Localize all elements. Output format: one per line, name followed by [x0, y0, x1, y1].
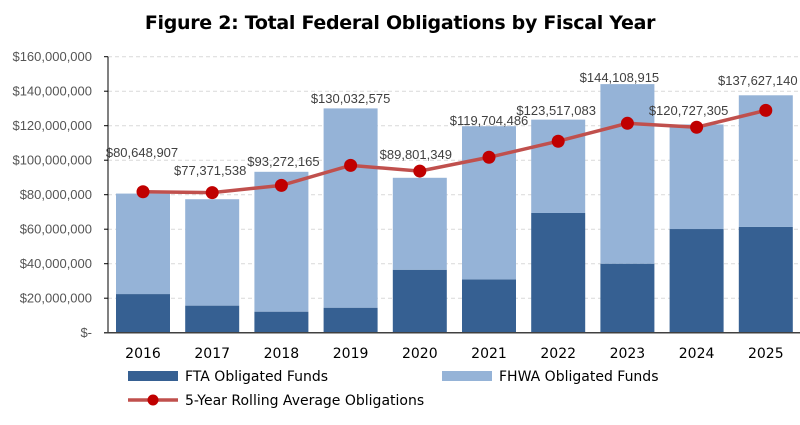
legend-swatch-fta [128, 371, 178, 381]
rolling-average-point [551, 134, 565, 148]
total-label: $123,517,083 [516, 103, 596, 118]
x-tick-label: 2022 [540, 346, 576, 362]
y-tick-label: $100,000,000 [12, 153, 92, 168]
x-tick-label: 2019 [333, 346, 369, 362]
bar-fta [392, 269, 447, 333]
total-label: $130,032,575 [311, 91, 391, 106]
y-tick-label: $40,000,000 [20, 256, 92, 271]
rolling-average-point [759, 103, 773, 117]
total-label: $89,801,349 [380, 147, 452, 162]
total-label: $93,272,165 [247, 154, 319, 169]
y-tick-label: $80,000,000 [20, 187, 92, 202]
y-tick-label: $20,000,000 [20, 291, 92, 306]
total-label: $80,648,907 [106, 145, 178, 160]
legend-label-rolling: 5-Year Rolling Average Obligations [185, 393, 424, 409]
bar-fhwa [392, 177, 447, 270]
x-tick-label: 2016 [125, 346, 161, 362]
x-tick-label: 2021 [471, 346, 507, 362]
bar-fhwa [462, 126, 516, 280]
bar-fhwa [323, 108, 378, 308]
rolling-average-line [142, 108, 767, 195]
bar-fta [462, 279, 516, 333]
bar-fhwa [738, 95, 793, 227]
y-tick-label: $- [80, 325, 92, 340]
total-label: $77,371,538 [174, 163, 246, 178]
total-label: $137,627,140 [718, 73, 798, 88]
y-tick-label: $160,000,000 [12, 49, 92, 64]
rolling-average-point [136, 185, 150, 199]
rolling-average-point [344, 158, 358, 172]
y-tick-label: $120,000,000 [12, 118, 92, 133]
rolling-average-point [274, 178, 288, 192]
bar-fhwa [531, 119, 586, 213]
x-tick-label: 2023 [610, 346, 646, 362]
bar-fta [738, 226, 793, 333]
x-tick-label: 2025 [748, 346, 784, 362]
x-tick-label: 2024 [679, 346, 715, 362]
bar-fta [323, 307, 378, 333]
bar-fta [669, 229, 724, 333]
bar-fta [531, 212, 586, 333]
rolling-average-point [690, 120, 704, 134]
x-tick-label: 2018 [264, 346, 300, 362]
bar-fhwa [600, 84, 655, 264]
bar-fhwa [116, 193, 170, 295]
total-label: $119,704,486 [450, 113, 529, 128]
total-label: $120,727,305 [649, 103, 729, 118]
total-label: $144,108,915 [580, 70, 660, 85]
legend-label-fta: FTA Obligated Funds [185, 369, 328, 385]
legend-label-fhwa: FHWA Obligated Funds [499, 369, 659, 385]
x-tick-label: 2017 [194, 346, 230, 362]
bar-fhwa [254, 171, 309, 312]
legend-swatch-marker [147, 394, 159, 406]
rolling-average-point [620, 116, 634, 130]
bar-fta [600, 263, 655, 333]
bar-fhwa [669, 124, 724, 230]
y-tick-label: $140,000,000 [12, 84, 92, 99]
x-tick-label: 2020 [402, 346, 438, 362]
legend-swatch-fhwa [442, 371, 492, 381]
rolling-average-point [482, 150, 496, 164]
rolling-average-point [205, 186, 219, 200]
bar-fta [254, 311, 309, 333]
bar-fta [185, 305, 240, 333]
rolling-average-point [413, 164, 427, 178]
chart-title: Figure 2: Total Federal Obligations by F… [144, 12, 656, 34]
bar-fhwa [185, 199, 240, 306]
bar-fta [116, 294, 170, 333]
y-tick-label: $60,000,000 [20, 222, 92, 237]
